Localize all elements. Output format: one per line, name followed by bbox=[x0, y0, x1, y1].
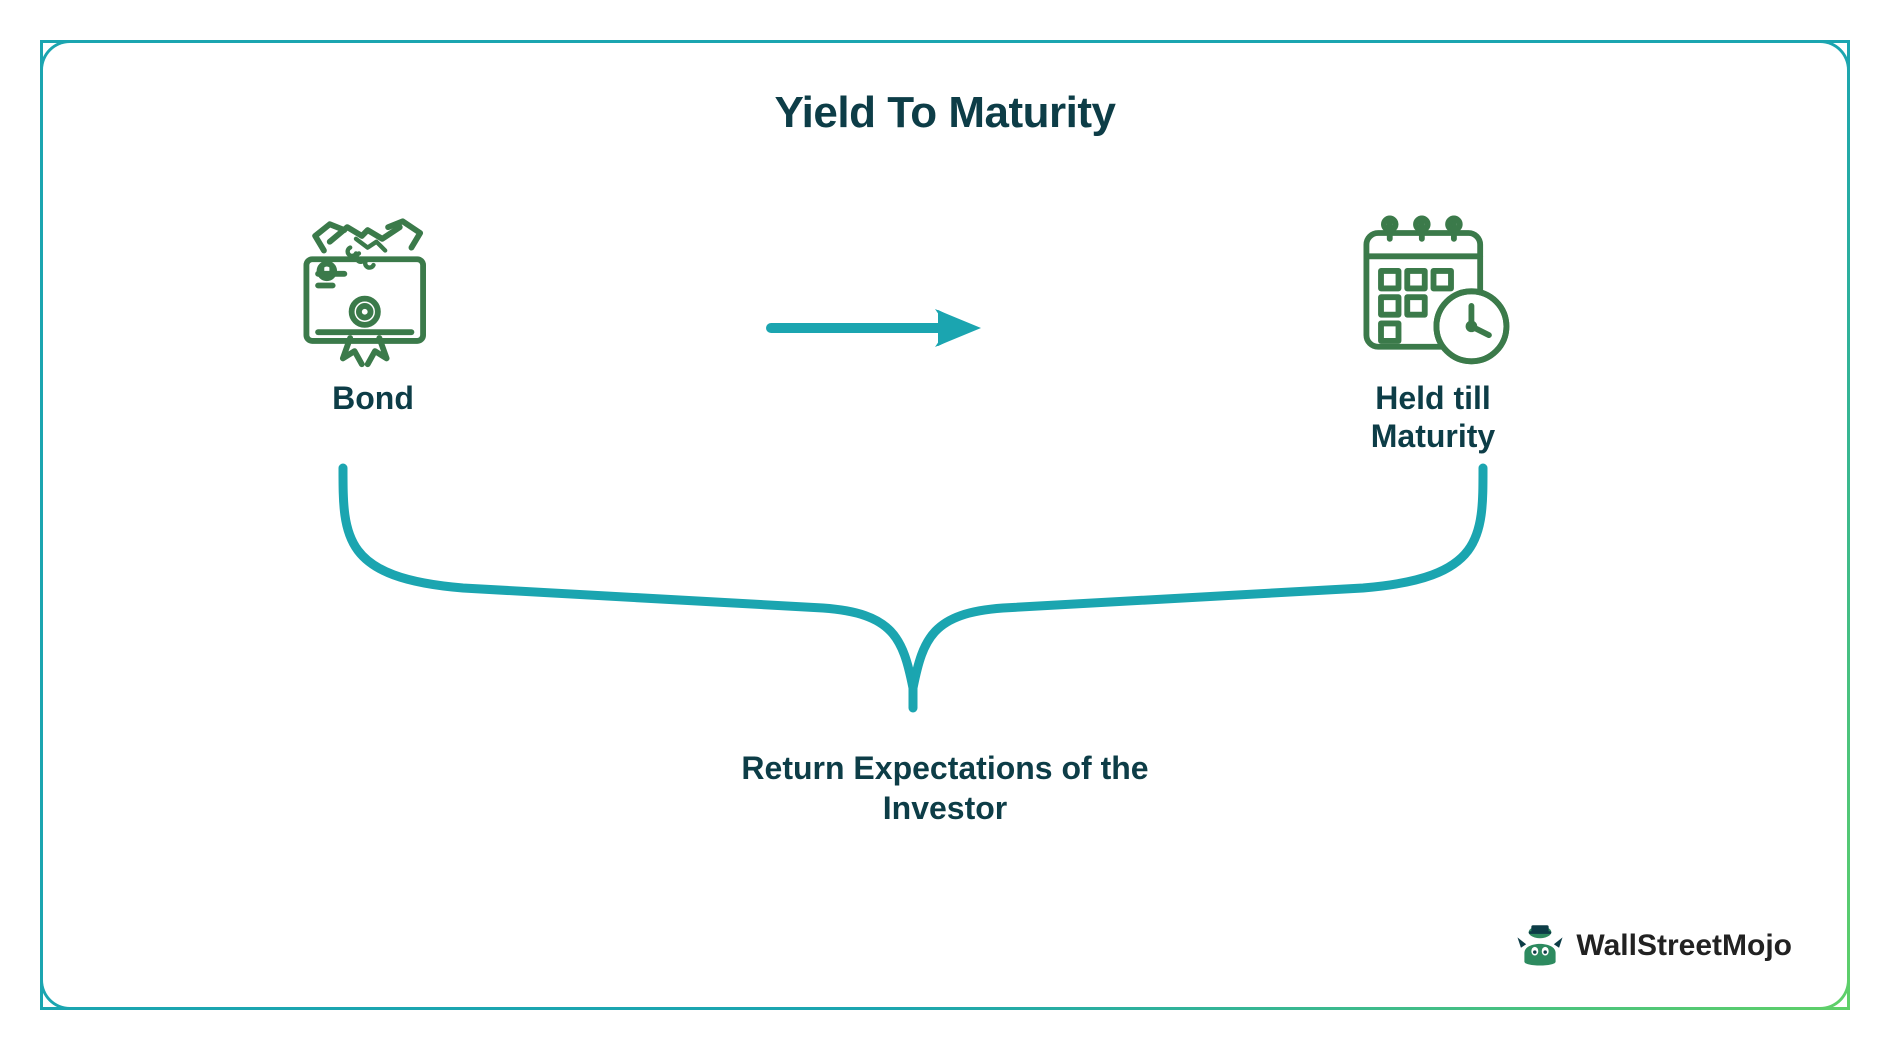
node-bond: Bond bbox=[243, 198, 503, 417]
diagram-area: Bond bbox=[43, 168, 1847, 888]
diagram-container: Yield To Maturity bbox=[40, 40, 1850, 1010]
calendar-clock-icon bbox=[1346, 198, 1521, 373]
brace-connector bbox=[263, 458, 1563, 738]
bond-certificate-icon bbox=[286, 198, 461, 373]
wallstreetmojo-icon bbox=[1514, 920, 1566, 972]
node-maturity-label: Held till Maturity bbox=[1371, 379, 1495, 456]
node-maturity: Held till Maturity bbox=[1303, 198, 1563, 456]
arrow-icon bbox=[763, 303, 993, 353]
node-bond-label: Bond bbox=[332, 379, 414, 417]
page-title: Yield To Maturity bbox=[43, 88, 1847, 138]
brand-logo-text: WallStreetMojo bbox=[1576, 929, 1792, 963]
brand-logo: WallStreetMojo bbox=[1514, 920, 1792, 972]
result-label: Return Expectations of the Investor bbox=[675, 748, 1215, 828]
